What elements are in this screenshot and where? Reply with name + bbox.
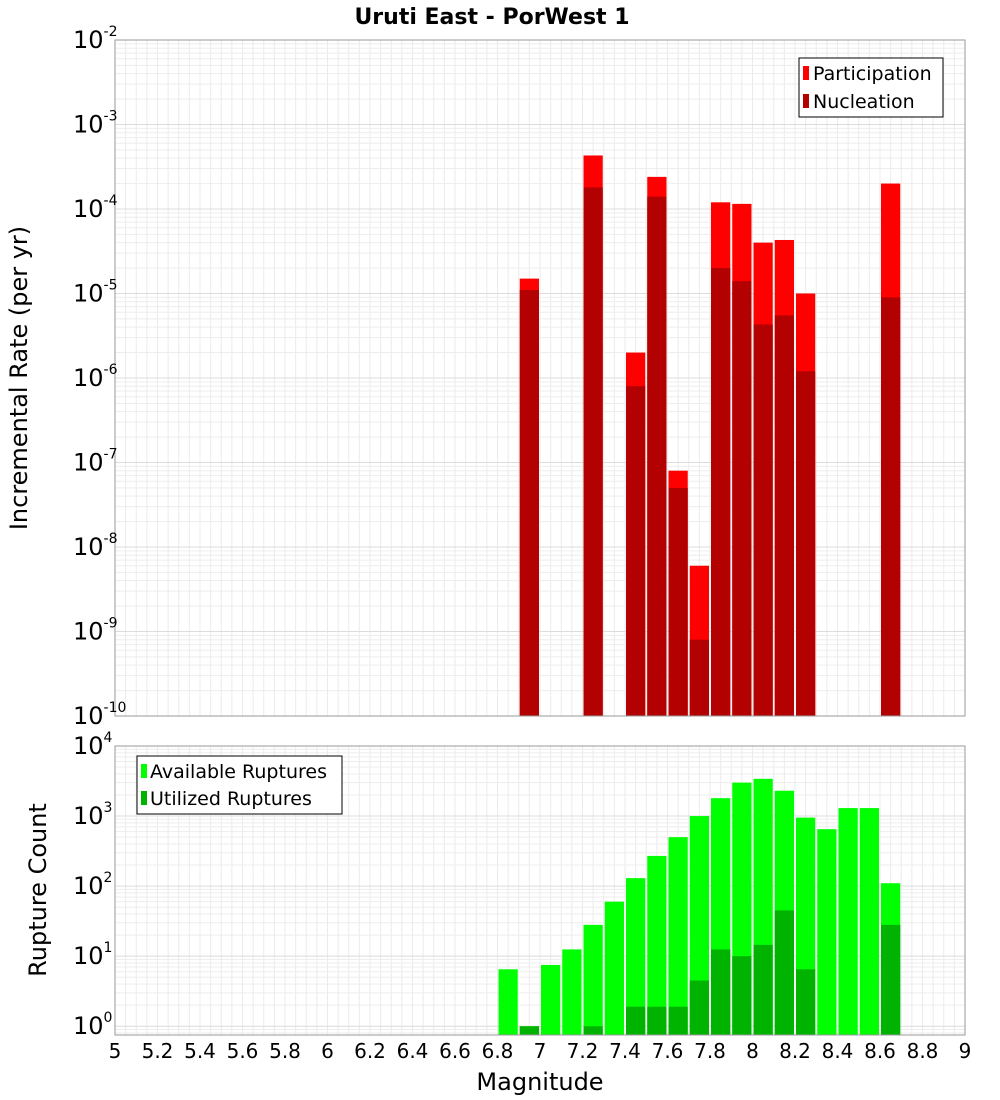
top-plot-grid	[114, 39, 966, 717]
x-tick-label: 7.8	[694, 1039, 726, 1063]
bar-utilized-ruptures	[689, 980, 709, 1035]
bar-nucleation	[796, 371, 816, 716]
bar-utilized-ruptures	[774, 910, 794, 1035]
x-axis-label: Magnitude	[476, 1068, 603, 1096]
bar-available-ruptures	[859, 808, 879, 1035]
bar-available-ruptures	[562, 949, 582, 1035]
x-tick-label: 6.8	[482, 1039, 514, 1063]
x-tick-label: 8	[746, 1039, 759, 1063]
bar-available-ruptures	[541, 964, 561, 1035]
bar-nucleation	[626, 386, 646, 716]
top-plot-bars	[519, 155, 901, 717]
bottom-plot-frame	[114, 745, 966, 1036]
x-tick-label: 5.4	[184, 1039, 216, 1063]
x-tick-label: 7.2	[567, 1039, 599, 1063]
x-tick-label: 6.6	[439, 1039, 471, 1063]
bar-utilized-ruptures	[647, 1006, 667, 1035]
bar-nucleation	[753, 324, 773, 716]
bar-utilized-ruptures	[668, 1006, 688, 1035]
top-plot-frame	[114, 39, 966, 717]
bar-available-ruptures	[583, 924, 603, 1035]
bar-utilized-ruptures	[626, 1006, 646, 1035]
y-tick-label: 10-10	[73, 700, 126, 730]
y-tick-label: 10-6	[73, 362, 118, 392]
bar-utilized-ruptures	[519, 1026, 539, 1035]
x-tick-labels: 5 5.2 5.4 5.6 5.8 6 6.2 6.4 6.6 6.8 7 7.2 7.4 7.6 7.8 8…	[109, 1039, 972, 1063]
bottom-y-axis-label: Rupture Count	[24, 803, 52, 977]
legend-label-participation: Participation	[813, 63, 932, 85]
x-tick-label: 5	[109, 1039, 122, 1063]
x-tick-label: 6	[321, 1039, 334, 1063]
y-tick-label: 101	[73, 940, 112, 970]
x-tick-label: 8.6	[864, 1039, 896, 1063]
bar-utilized-ruptures	[881, 924, 901, 1035]
bar-available-ruptures	[817, 829, 837, 1035]
bottom-plot-bars	[498, 778, 901, 1035]
bottom-legend-box	[136, 755, 343, 815]
x-tick-label: 7.6	[652, 1039, 684, 1063]
y-tick-label: 104	[73, 730, 113, 760]
x-tick-label: 7.4	[609, 1039, 641, 1063]
y-tick-label: 102	[73, 870, 112, 900]
bar-nucleation	[647, 196, 667, 717]
bottom-legend: Available Ruptures Utilized Ruptures	[136, 755, 343, 815]
x-tick-label: 5.8	[269, 1039, 301, 1063]
y-tick-label: 10-7	[73, 447, 118, 477]
bar-available-ruptures	[689, 816, 709, 1035]
bar-nucleation	[668, 487, 688, 716]
y-tick-label: 10-4	[73, 193, 118, 223]
legend-label-utilized-ruptures: Utilized Ruptures	[150, 788, 312, 810]
top-y-axis-label: Incremental Rate (per yr)	[5, 226, 33, 530]
bar-available-ruptures	[647, 855, 667, 1035]
bar-nucleation	[732, 281, 752, 716]
bar-nucleation	[519, 290, 539, 716]
bar-utilized-ruptures	[753, 944, 773, 1035]
y-tick-label: 10-5	[73, 278, 118, 308]
legend-swatch-utilized-ruptures	[141, 791, 147, 805]
bar-nucleation	[711, 268, 731, 716]
legend-label-available-ruptures: Available Ruptures	[150, 761, 327, 783]
y-tick-label: 10-9	[73, 616, 118, 646]
bar-utilized-ruptures	[583, 1026, 603, 1035]
legend-swatch-participation	[803, 66, 809, 80]
bar-available-ruptures	[668, 837, 688, 1035]
bar-available-ruptures	[838, 808, 858, 1035]
bar-available-ruptures	[626, 878, 646, 1035]
x-tick-label: 5.2	[142, 1039, 174, 1063]
bar-available-ruptures	[604, 901, 624, 1035]
x-tick-label: 9	[959, 1039, 972, 1063]
y-tick-label: 10-3	[73, 109, 118, 139]
bar-utilized-ruptures	[732, 956, 752, 1035]
bar-utilized-ruptures	[796, 969, 816, 1035]
x-tick-label: 8.8	[907, 1039, 939, 1063]
x-tick-label: 8.2	[779, 1039, 811, 1063]
bar-nucleation	[881, 297, 901, 716]
top-legend-box	[798, 57, 944, 118]
bar-available-ruptures	[498, 969, 518, 1035]
x-tick-label: 6.2	[354, 1039, 386, 1063]
bar-nucleation	[583, 187, 603, 717]
legend-swatch-nucleation	[803, 94, 809, 108]
bar-nucleation	[774, 315, 794, 716]
bar-utilized-ruptures	[711, 949, 731, 1035]
bottom-y-tick-labels: 100 101 102 103 104	[73, 730, 113, 1040]
x-tick-label: 8.4	[822, 1039, 854, 1063]
legend-label-nucleation: Nucleation	[813, 91, 915, 113]
y-tick-label: 100	[73, 1010, 112, 1040]
x-tick-label: 6.4	[397, 1039, 429, 1063]
top-legend: Participation Nucleation	[798, 57, 944, 118]
bar-nucleation	[689, 639, 709, 716]
chart-title: Uruti East - PorWest 1	[354, 5, 629, 30]
top-y-tick-labels: 10-10 10-9 10-8 10-7 10-6 10-5 10-4 10-3 10-2	[73, 24, 126, 730]
y-tick-label: 10-8	[73, 531, 118, 561]
y-tick-label: 10-2	[73, 24, 118, 54]
y-tick-label: 103	[73, 800, 112, 830]
x-tick-label: 5.6	[227, 1039, 259, 1063]
legend-swatch-available-ruptures	[141, 764, 147, 778]
x-tick-label: 7	[534, 1039, 547, 1063]
